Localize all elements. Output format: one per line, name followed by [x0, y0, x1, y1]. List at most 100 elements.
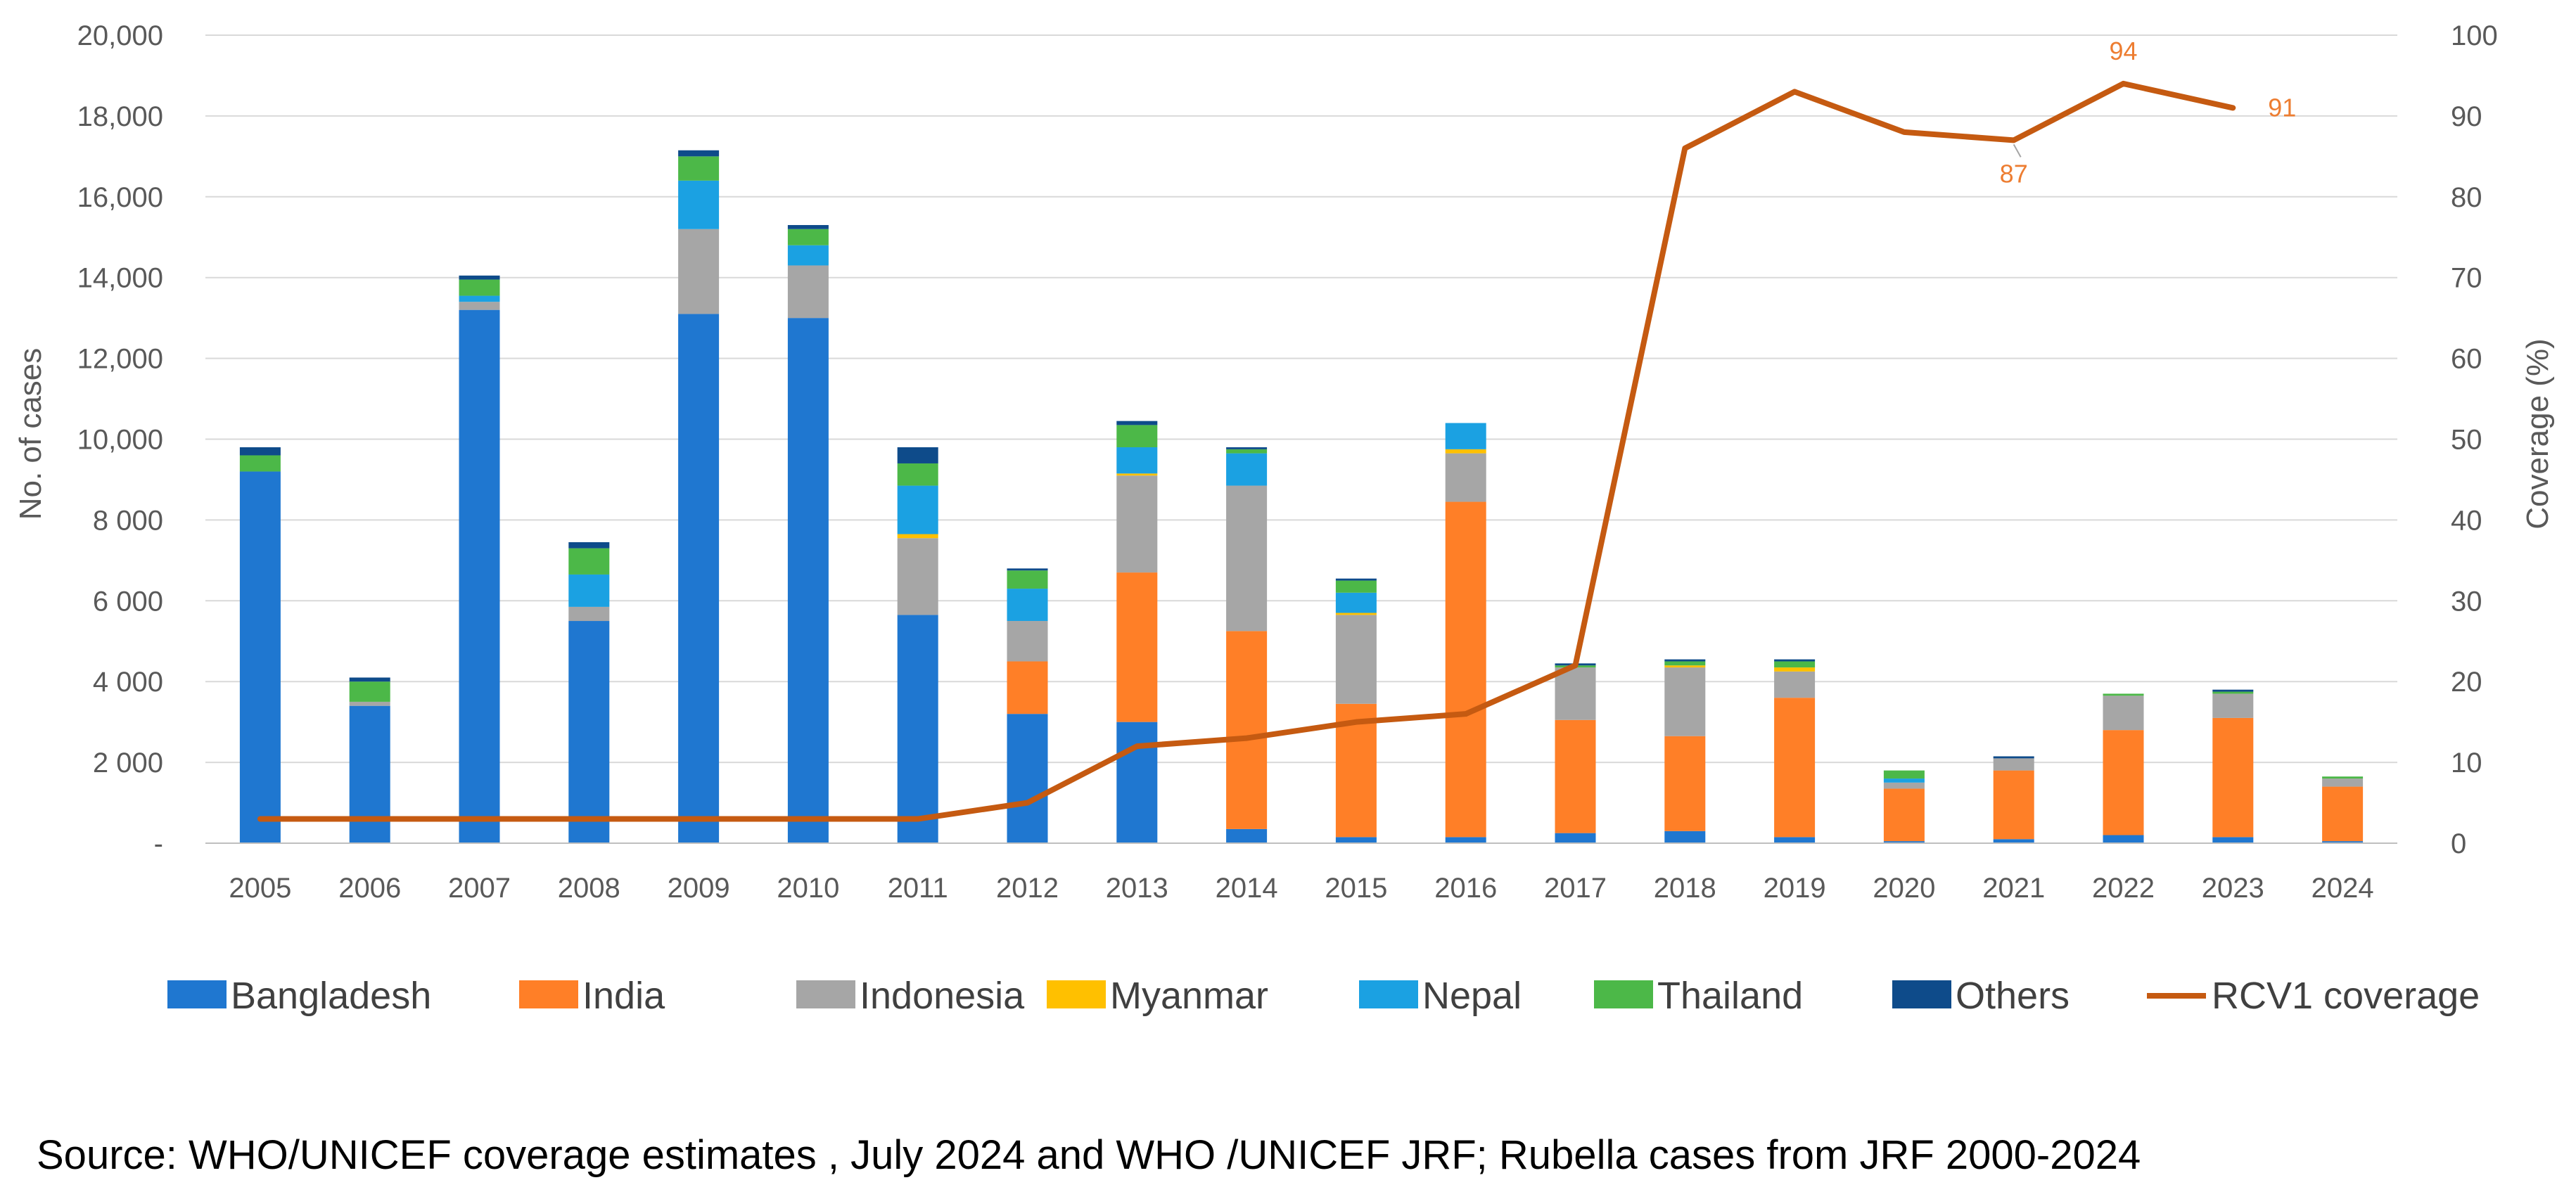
x-tick-label: 2008 [558, 873, 620, 904]
bar-indonesia-2020 [1883, 782, 1925, 789]
data-label-leader [2013, 143, 2022, 158]
bar-indonesia-2017 [1555, 667, 1596, 720]
bar-thailand-2009 [678, 156, 720, 181]
bar-thailand-2012 [1007, 570, 1048, 589]
bar-bangladesh-2006 [349, 705, 390, 843]
bar-thailand-2022 [2103, 693, 2144, 696]
legend: Bangladesh India Indonesia Myanmar Nepal Thai… [167, 975, 2480, 1017]
y2-tick-label: 10 [2451, 748, 2482, 778]
bar-nepal-2009 [678, 180, 720, 229]
bar-bangladesh-2023 [2212, 837, 2254, 843]
x-tick-label: 2019 [1764, 873, 1826, 904]
y-tick-label: 18,000 [77, 101, 163, 132]
y2-tick-label: 0 [2451, 828, 2466, 859]
coverage-point [2122, 82, 2124, 84]
coverage-point [478, 818, 480, 820]
y2-tick-label: 60 [2451, 344, 2482, 375]
bar-india-2019 [1774, 698, 1816, 838]
bar-others-2015 [1335, 578, 1377, 581]
bar-nepal-2016 [1445, 423, 1486, 449]
x-tick-label: 2012 [996, 873, 1059, 904]
legend-label: Myanmar [1110, 975, 1268, 1017]
coverage-point [807, 818, 809, 820]
y-tick-label: 8 000 [93, 505, 163, 536]
bar-bangladesh-2021 [1993, 839, 2034, 843]
bar-indonesia-2015 [1335, 615, 1377, 704]
coverage-point [2013, 139, 2015, 141]
x-tick-label: 2007 [448, 873, 511, 904]
y-tick-label: 10,000 [77, 425, 163, 456]
bar-bangladesh-2017 [1555, 833, 1596, 843]
legend-label: India [582, 975, 665, 1017]
bar-thailand-2023 [2212, 691, 2254, 694]
bar-thailand-2013 [1116, 425, 1158, 447]
bar-indonesia-2016 [1445, 453, 1486, 502]
coverage-point [1355, 721, 1357, 723]
y-tick-label: 2 000 [93, 748, 163, 778]
bar-india-2012 [1007, 661, 1048, 714]
bar-others-2008 [568, 541, 610, 549]
coverage-point [1136, 745, 1138, 748]
bar-indonesia-2008 [568, 606, 610, 622]
coverage-point [2232, 107, 2234, 109]
bar-nepal-2020 [1883, 778, 1925, 783]
bar-thailand-2005 [239, 455, 281, 472]
x-tick-label: 2009 [668, 873, 730, 904]
bar-myanmar-2013 [1116, 473, 1158, 476]
bar-myanmar-2019 [1774, 667, 1816, 672]
bar-indonesia-2023 [2212, 693, 2254, 718]
bar-indonesia-2022 [2103, 696, 2144, 731]
x-tick-label: 2021 [1982, 873, 2045, 904]
legend-swatch-nepal [1359, 980, 1418, 1008]
bar-indonesia-2006 [349, 701, 390, 706]
bar-bangladesh-2005 [239, 471, 281, 843]
bar-bangladesh-2018 [1664, 831, 1706, 843]
x-tick-label: 2013 [1106, 873, 1168, 904]
legend-swatch-indonesia [796, 980, 855, 1008]
bar-india-2017 [1555, 719, 1596, 833]
bar-indonesia-2009 [678, 229, 720, 314]
bar-others-2009 [678, 150, 720, 157]
x-tick-label: 2010 [777, 873, 839, 904]
bar-nepal-2015 [1335, 592, 1377, 613]
bar-others-2013 [1116, 421, 1158, 425]
bar-others-2021 [1993, 756, 2034, 759]
stacked-bars [239, 150, 2364, 843]
legend-label: Bangladesh [231, 975, 431, 1017]
bar-india-2014 [1226, 631, 1268, 829]
x-tick-label: 2023 [2202, 873, 2264, 904]
bar-bangladesh-2016 [1445, 837, 1486, 843]
bar-india-2021 [1993, 770, 2034, 840]
bar-others-2005 [239, 447, 281, 456]
x-tick-label: 2018 [1654, 873, 1716, 904]
legend-label: RCV1 coverage [2212, 975, 2480, 1017]
bar-others-2018 [1664, 659, 1706, 662]
gridlines [205, 34, 2397, 844]
bar-nepal-2014 [1226, 453, 1268, 486]
bar-others-2014 [1226, 447, 1268, 449]
bar-bangladesh-2010 [787, 318, 829, 843]
bar-india-2018 [1664, 736, 1706, 831]
y2-tick-label: 30 [2451, 586, 2482, 617]
bar-thailand-2018 [1664, 661, 1706, 666]
bar-myanmar-2015 [1335, 613, 1377, 615]
bar-india-2020 [1883, 788, 1925, 842]
bar-bangladesh-2019 [1774, 837, 1816, 843]
legend-swatch-bangladesh [167, 980, 227, 1008]
bar-indonesia-2013 [1116, 475, 1158, 573]
bar-nepal-2008 [568, 574, 610, 607]
bar-myanmar-2011 [897, 534, 938, 539]
bar-indonesia-2011 [897, 538, 938, 615]
x-tick-label: 2006 [338, 873, 401, 904]
coverage-point [259, 818, 261, 820]
bar-others-2007 [459, 275, 500, 280]
bar-india-2024 [2322, 786, 2364, 842]
x-tick-label: 2024 [2312, 873, 2374, 904]
legend-swatch-thailand [1594, 980, 1653, 1008]
legend-swatch-india [519, 980, 578, 1008]
coverage-point [698, 818, 700, 820]
bar-myanmar-2018 [1664, 665, 1706, 668]
x-tick-label: 2017 [1544, 873, 1607, 904]
bar-others-2006 [349, 677, 390, 682]
